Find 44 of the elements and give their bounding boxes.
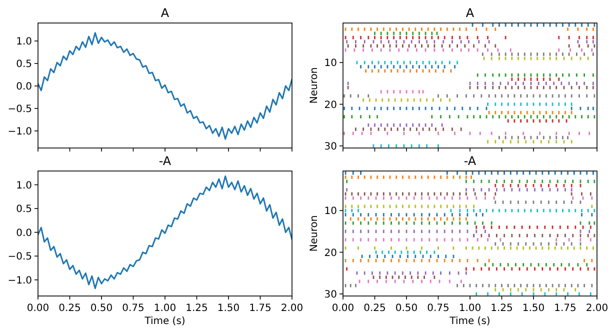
y-tick-label: −1.0 — [8, 126, 32, 138]
y-tick-label: 0.0 — [16, 228, 32, 239]
y-tick-label: 20 — [324, 100, 337, 111]
x-tick-label: 1.00 — [154, 303, 176, 314]
x-tick-label: 1.25 — [490, 303, 513, 314]
x-tick-label: 1.75 — [554, 303, 576, 314]
x-tick-label: 0.50 — [395, 303, 418, 314]
x-tick-label: 0.25 — [364, 303, 386, 314]
y-tick-label: 0.0 — [16, 81, 32, 92]
chart-title: -A — [158, 154, 172, 168]
y-tick-label: 10 — [324, 206, 337, 218]
x-tick-label: 1.50 — [522, 303, 545, 314]
line-series — [38, 175, 292, 290]
x-tick-label: 0.75 — [122, 303, 144, 314]
y-tick-label: 0.5 — [16, 58, 32, 70]
y-tick-label: 0.5 — [16, 204, 32, 216]
y-axis-title: Neuron — [309, 67, 320, 104]
chart-title: -A — [464, 154, 477, 168]
x-tick-label: 0.00 — [332, 303, 354, 314]
chart-title: A — [466, 6, 475, 20]
x-tick-label: 1.75 — [249, 303, 272, 314]
y-axis-title: Neuron — [309, 215, 320, 252]
x-axis-title: Time (s) — [448, 316, 490, 327]
x-tick-label: 1.25 — [186, 303, 208, 314]
chart-title: A — [160, 6, 170, 20]
x-tick-label: 0.50 — [90, 303, 113, 314]
x-tick-label: 0.25 — [58, 303, 81, 314]
y-tick-label: 20 — [324, 248, 337, 259]
y-tick-label: 30 — [324, 141, 337, 152]
y-tick-label: 1.0 — [16, 180, 32, 192]
y-tick-label: 10 — [324, 58, 337, 70]
y-tick-label: 30 — [324, 289, 337, 300]
x-tick-label: 2.00 — [280, 303, 304, 314]
x-tick-label: 0.75 — [427, 303, 450, 314]
y-tick-label: 1.0 — [16, 36, 32, 48]
x-tick-label: 1.00 — [458, 303, 482, 314]
x-tick-label: 1.50 — [217, 303, 240, 314]
y-tick-label: −0.5 — [8, 104, 32, 115]
y-tick-label: −0.5 — [8, 252, 32, 263]
x-tick-label: 2.00 — [586, 303, 608, 314]
line-series — [38, 32, 292, 140]
y-tick-label: −1.0 — [8, 275, 32, 286]
x-axis-title: Time (s) — [144, 316, 186, 327]
x-tick-label: 0.00 — [26, 303, 50, 314]
